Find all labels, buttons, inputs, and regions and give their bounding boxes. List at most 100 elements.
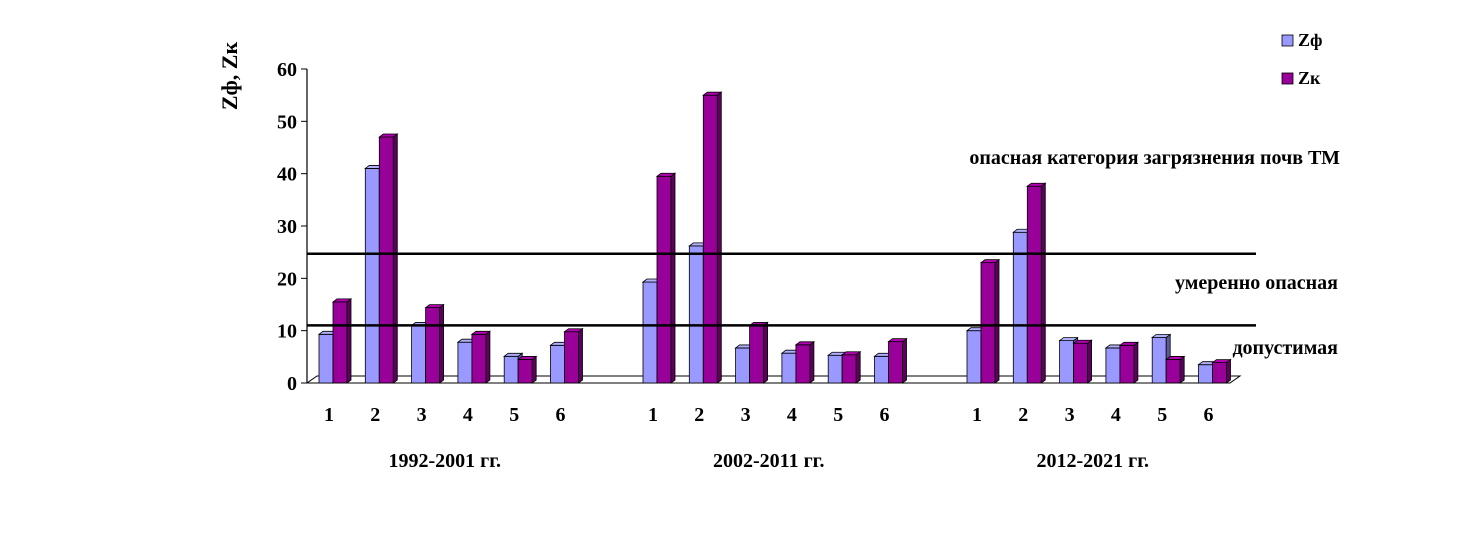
x-category-label: 6 <box>1204 404 1214 426</box>
bar-front <box>888 341 903 384</box>
x-category-label: 3 <box>1065 404 1075 426</box>
bar-front <box>749 325 764 384</box>
x-category-label: 3 <box>417 404 427 426</box>
bar-side <box>809 340 815 384</box>
bar-front <box>966 330 982 384</box>
bar-zk <box>470 330 492 384</box>
bar-front <box>1073 342 1088 384</box>
y-tick-label: 40 <box>277 164 297 186</box>
bar-top <box>1026 182 1047 187</box>
bar-side <box>578 327 583 384</box>
x-category-label: 2 <box>1018 404 1028 426</box>
bar-front <box>1198 364 1213 384</box>
bar-top <box>1164 356 1186 360</box>
bar-top <box>979 259 1001 264</box>
bar-front <box>827 354 843 384</box>
bar-side <box>670 172 676 384</box>
bar-top <box>794 341 816 346</box>
bar-front <box>980 262 996 384</box>
bar-zk <box>794 340 816 384</box>
bar-zk <box>655 172 677 384</box>
y-axis-title: Zф, Zк <box>217 42 242 111</box>
bar-zk <box>1164 355 1186 384</box>
bar-side <box>1226 358 1231 384</box>
bar-zk <box>424 303 445 384</box>
bar-zk <box>1211 358 1232 384</box>
x-category-label: 6 <box>880 404 890 426</box>
bar-front <box>702 94 718 384</box>
bar-top <box>702 91 723 96</box>
x-category-label: 4 <box>463 404 473 426</box>
chart-floor <box>305 375 1242 384</box>
bar-front <box>517 359 533 384</box>
legend: Zф Zк <box>1281 30 1322 88</box>
bar-side <box>1040 182 1046 384</box>
bar-front <box>1119 344 1135 384</box>
bar-front <box>841 354 857 384</box>
bar-top <box>1072 339 1093 344</box>
y-tick-label: 10 <box>277 321 297 343</box>
bar-top <box>563 328 584 333</box>
bar-front <box>1059 340 1074 384</box>
annotations: опасная категория загрязнения почв ТМ уме… <box>969 147 1340 359</box>
bar-side <box>902 337 907 384</box>
bar-top <box>1118 341 1140 346</box>
y-tick-label: 20 <box>277 268 297 290</box>
x-category-label: 1 <box>648 404 658 426</box>
bar-top <box>503 352 524 357</box>
bar-side <box>716 91 722 384</box>
bar-zk <box>1118 341 1140 384</box>
bar-zk <box>702 91 723 384</box>
bar-zk <box>841 350 862 384</box>
legend-swatch-zk <box>1281 72 1294 85</box>
y-tick-label: 60 <box>277 59 297 81</box>
bar-front <box>656 175 672 384</box>
bar-zk <box>563 327 584 384</box>
x-group-label: 2002-2011 гг. <box>713 450 824 472</box>
bar-side <box>439 303 445 384</box>
legend-swatch-zf <box>1281 34 1294 47</box>
bar-side <box>1133 341 1139 384</box>
bar-top <box>887 338 908 343</box>
bar-side <box>763 321 768 384</box>
bar-zk <box>517 355 538 384</box>
x-category-label: 3 <box>741 404 751 426</box>
bar-zk <box>1026 182 1047 384</box>
x-category-label: 4 <box>1111 404 1121 426</box>
bar-front <box>1105 347 1121 384</box>
bar-front <box>332 301 348 384</box>
bar-front <box>425 307 441 384</box>
y-axis: 0 10 20 30 40 50 60 Zф, Zк <box>217 42 308 395</box>
bar-front <box>411 325 427 384</box>
bar-front <box>735 347 750 384</box>
bar-top <box>655 172 677 177</box>
y-tick-label: 50 <box>277 111 297 133</box>
bar-front <box>781 352 797 384</box>
bar-zk <box>979 258 1001 384</box>
bar-front <box>550 344 565 384</box>
bars <box>317 91 1232 384</box>
bar-zk <box>1072 339 1093 384</box>
bar-front <box>1026 185 1042 384</box>
bar-front <box>688 245 704 384</box>
bar-front <box>1212 362 1227 384</box>
axis-labels: 1 2 3 4 5 6 1992-2001 гг. 1 2 3 4 5 6 2002-2011 гг. 1 2… <box>324 404 1214 472</box>
bar-side <box>392 133 398 384</box>
zone-annotation: умеренно опасная <box>1175 272 1338 294</box>
bar-side <box>855 350 861 384</box>
bar-zf <box>1150 333 1172 384</box>
bar-front <box>457 341 473 384</box>
bar-front <box>503 355 519 384</box>
bar-front <box>1151 337 1167 384</box>
bar-front <box>378 136 394 384</box>
bar-top <box>378 133 399 138</box>
bar-top <box>517 356 538 360</box>
zone-annotation: опасная категория загрязнения почв ТМ <box>969 147 1340 169</box>
bar-top <box>470 330 492 335</box>
x-category-label: 2 <box>694 404 704 426</box>
bar-top <box>331 298 353 303</box>
bar-zk <box>887 337 908 384</box>
x-category-label: 1 <box>324 404 334 426</box>
bar-zk <box>331 298 353 384</box>
